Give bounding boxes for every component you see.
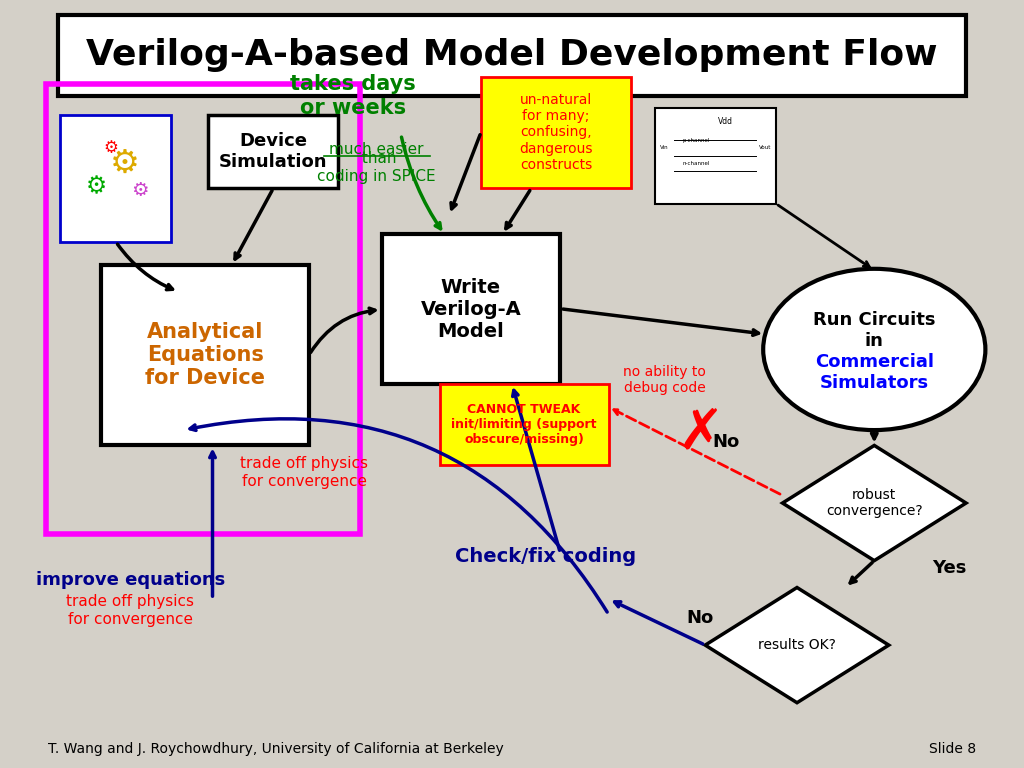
Text: Commercial
Simulators: Commercial Simulators — [815, 353, 934, 392]
Text: robust
convergence?: robust convergence? — [826, 488, 923, 518]
Text: No: No — [713, 432, 740, 451]
Text: n-channel: n-channel — [682, 161, 710, 166]
Text: ⚙: ⚙ — [103, 139, 118, 157]
Text: Run Circuits
in: Run Circuits in — [813, 311, 936, 349]
Text: much easier: much easier — [330, 142, 424, 157]
Text: trade off physics
for convergence: trade off physics for convergence — [241, 456, 369, 488]
Text: Check/fix coding: Check/fix coding — [456, 548, 636, 566]
Text: no ability to
debug code: no ability to debug code — [624, 365, 707, 396]
Polygon shape — [706, 588, 889, 703]
Text: Analytical
Equations
for Device: Analytical Equations for Device — [145, 322, 265, 389]
Text: p-channel: p-channel — [682, 137, 710, 143]
Text: un-natural
for many;
confusing,
dangerous
constructs: un-natural for many; confusing, dangerou… — [519, 93, 593, 172]
Text: T. Wang and J. Roychowdhury, University of California at Berkeley: T. Wang and J. Roychowdhury, University … — [48, 742, 504, 756]
FancyBboxPatch shape — [101, 265, 309, 445]
Polygon shape — [782, 445, 966, 561]
Text: Vdd: Vdd — [718, 117, 732, 126]
Text: CANNOT TWEAK
init/limiting (support
obscure/missing): CANNOT TWEAK init/limiting (support obsc… — [452, 403, 597, 445]
Text: Slide 8: Slide 8 — [929, 742, 976, 756]
Text: No: No — [687, 609, 714, 627]
Text: Write
Verilog-A
Model: Write Verilog-A Model — [421, 277, 521, 341]
FancyBboxPatch shape — [439, 384, 608, 465]
FancyBboxPatch shape — [382, 234, 560, 384]
Text: ⚙: ⚙ — [111, 147, 140, 180]
Text: Yes: Yes — [932, 559, 967, 578]
Text: Device
Simulation: Device Simulation — [219, 132, 327, 171]
Text: Verilog-A-based Model Development Flow: Verilog-A-based Model Development Flow — [86, 38, 938, 72]
FancyBboxPatch shape — [208, 115, 338, 188]
Ellipse shape — [763, 269, 985, 430]
FancyBboxPatch shape — [481, 77, 631, 188]
Text: improve equations: improve equations — [36, 571, 225, 589]
Text: takes days
or weeks: takes days or weeks — [290, 74, 416, 118]
Text: ⚙: ⚙ — [131, 180, 148, 200]
FancyBboxPatch shape — [58, 15, 966, 96]
Text: trade off physics
for convergence: trade off physics for convergence — [67, 594, 195, 627]
Text: ✗: ✗ — [677, 407, 724, 461]
FancyBboxPatch shape — [59, 115, 171, 242]
Text: than
coding in SPICE: than coding in SPICE — [317, 151, 436, 184]
FancyBboxPatch shape — [655, 108, 776, 204]
Text: Vin: Vin — [659, 145, 669, 151]
Text: ⚙: ⚙ — [86, 174, 106, 198]
Text: Vout: Vout — [759, 145, 771, 151]
Text: results OK?: results OK? — [758, 638, 836, 652]
